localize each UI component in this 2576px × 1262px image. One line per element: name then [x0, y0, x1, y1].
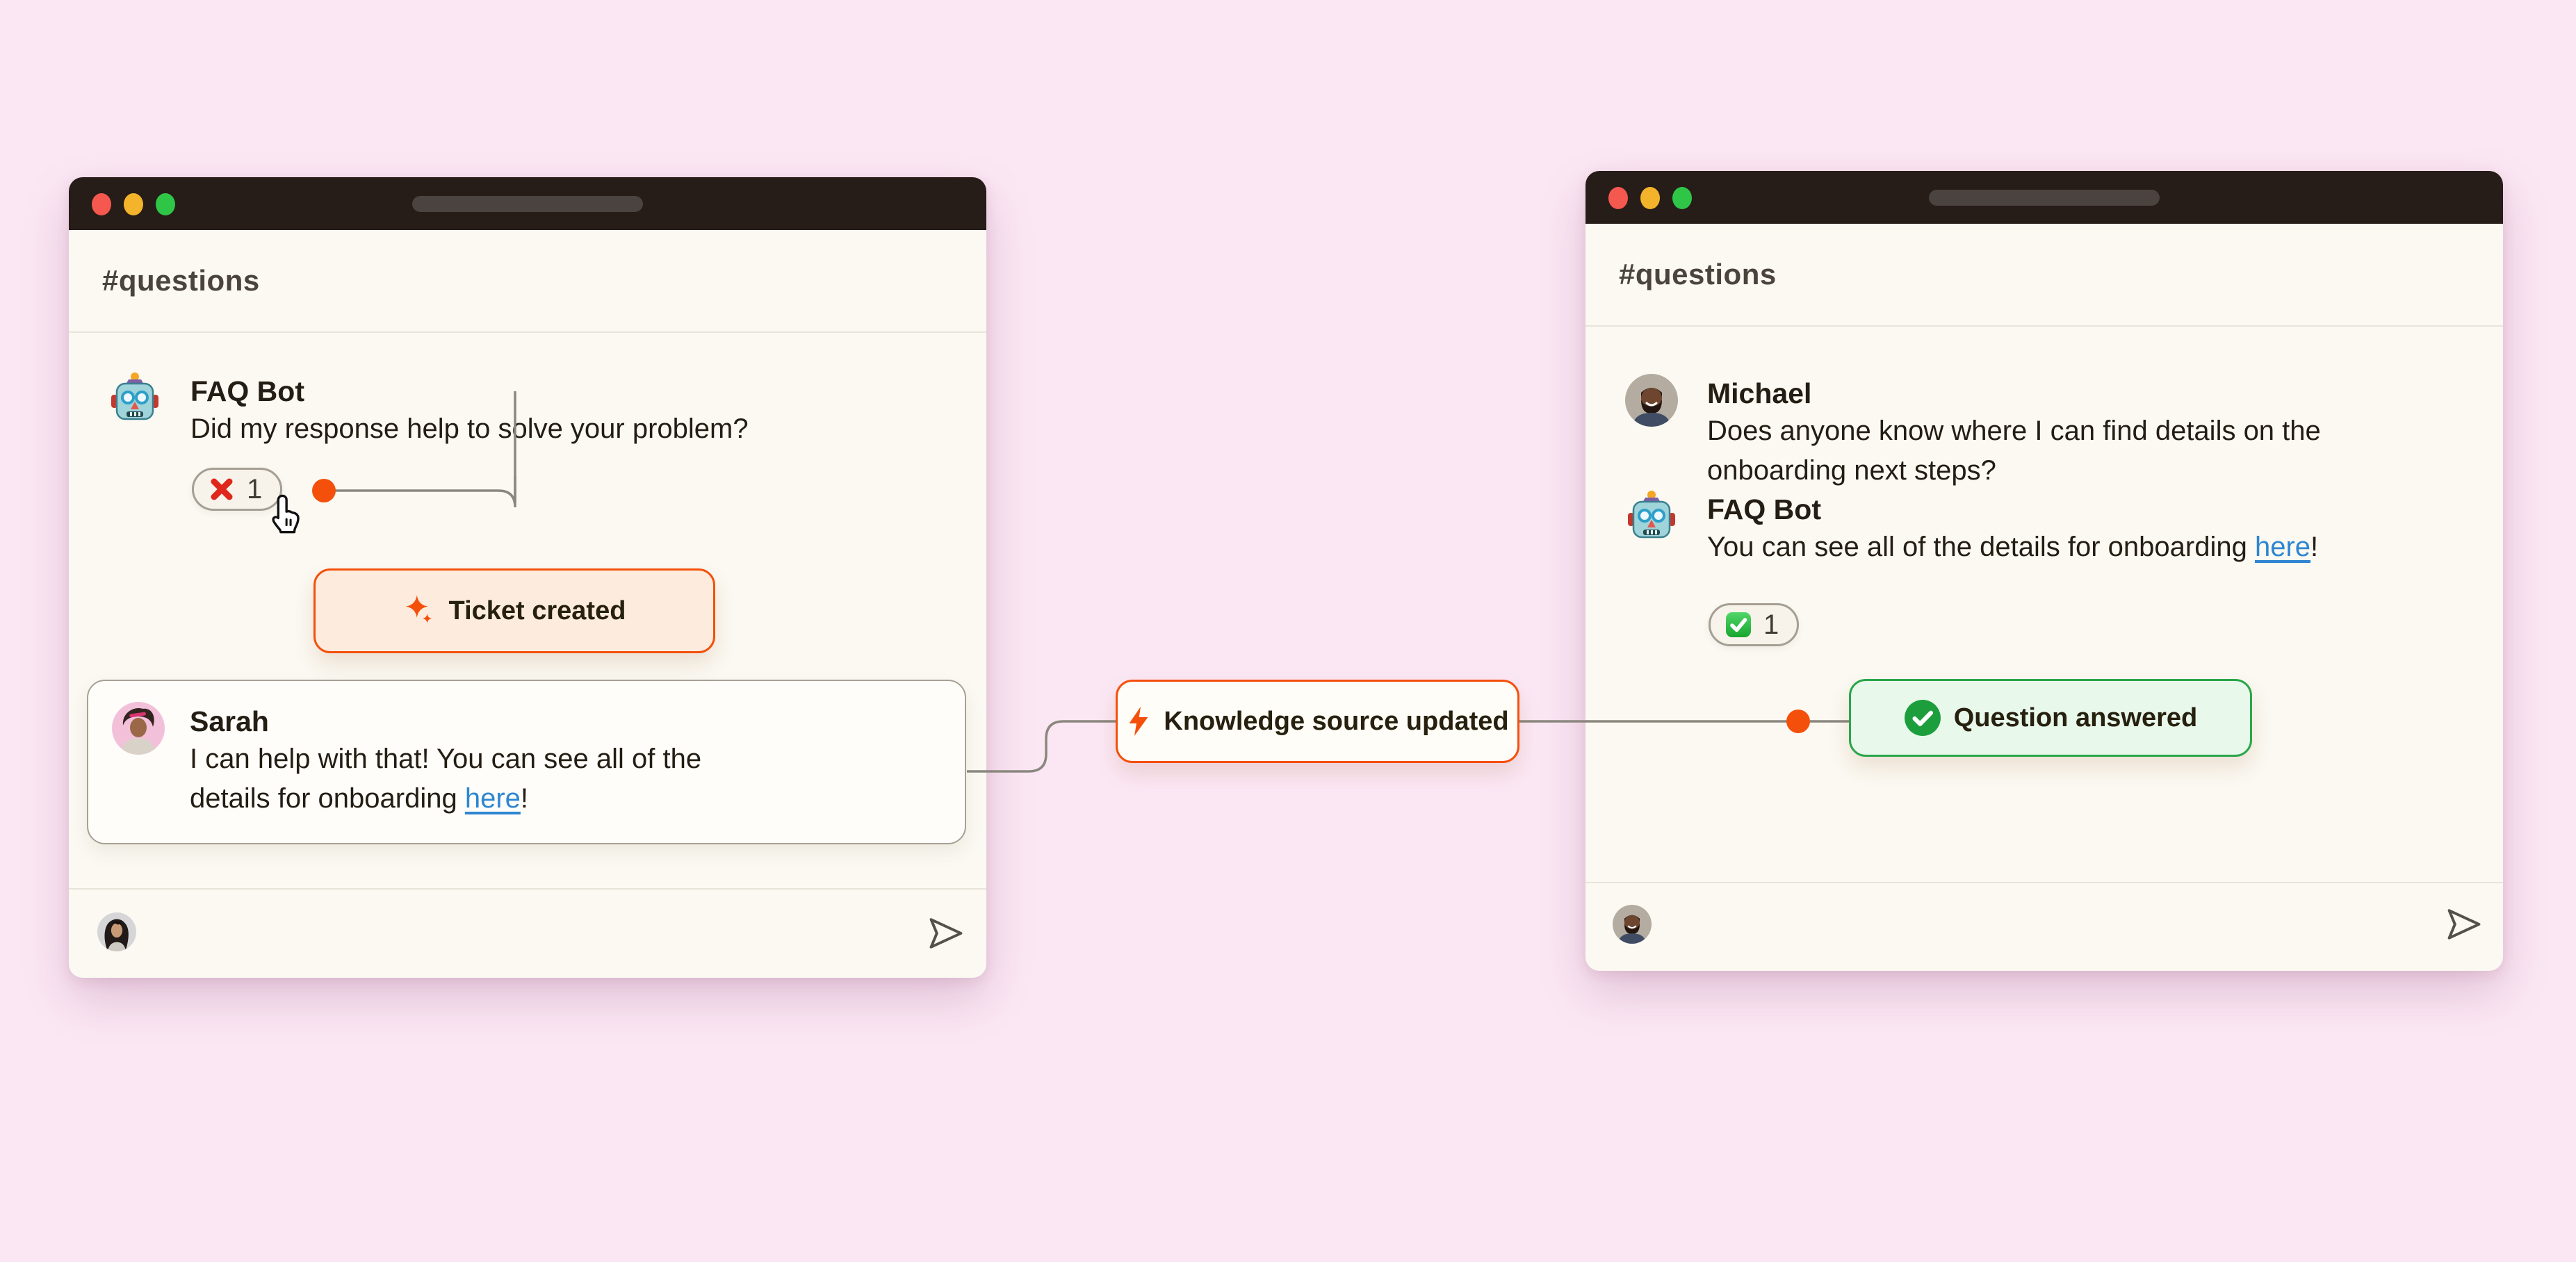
check-mark-emoji-icon: [1725, 611, 1752, 639]
channel-name: #questions: [102, 264, 260, 297]
message-text: You can see all of the details for onboa…: [1707, 527, 2318, 567]
message-text: I can help with that! You can see all of…: [190, 739, 701, 819]
badge-label: Ticket created: [448, 596, 626, 625]
close-window-button[interactable]: [92, 193, 111, 215]
message-line2-prefix: details for onboarding: [190, 783, 465, 814]
sarah-avatar: [112, 702, 165, 755]
author-name: FAQ Bot: [1707, 493, 1821, 525]
author-name: Michael: [1707, 377, 1812, 409]
reaction-count: 1: [1763, 609, 1779, 640]
man-avatar: [1613, 905, 1652, 944]
badge-label: Question answered: [1953, 703, 2198, 732]
here-link[interactable]: here: [2254, 532, 2311, 562]
message-prefix: You can see all of the details for onboa…: [1707, 532, 2255, 562]
message-line2-suffix: !: [520, 783, 529, 814]
robot-emoji-icon: [1625, 490, 1678, 543]
hand-cursor-icon: [268, 493, 306, 535]
divider: [1585, 882, 2503, 883]
divider: [69, 331, 986, 333]
close-window-button[interactable]: [1608, 187, 1628, 209]
maximize-window-button[interactable]: [156, 193, 175, 215]
minimize-window-button[interactable]: [1640, 187, 1660, 209]
address-bar-placeholder: [1929, 190, 2160, 206]
cross-mark-emoji-icon: [208, 475, 236, 503]
author-name: FAQ Bot: [190, 375, 304, 407]
message-michael: Michael Does anyone know where I can fin…: [1625, 374, 2487, 491]
reaction-pill-check[interactable]: 1: [1709, 603, 1800, 646]
chat-window-right: #questions Michael Does anyone know wher…: [1585, 171, 2503, 971]
ticket-created-badge: Ticket created: [313, 568, 715, 653]
titlebar: [69, 177, 986, 230]
woman-avatar: [97, 912, 136, 951]
message-text: Did my response help to solve your probl…: [190, 413, 749, 444]
reaction-pill-cross[interactable]: 1: [192, 468, 283, 511]
send-button[interactable]: [927, 915, 965, 951]
reaction-count: 1: [247, 473, 263, 505]
chat-window-left: #questions: [69, 177, 986, 978]
message-line1: Does anyone know where I can find detail…: [1707, 416, 2321, 446]
here-link[interactable]: here: [464, 783, 521, 814]
sparkles-icon: [403, 594, 437, 628]
composer-avatar: [97, 912, 136, 951]
divider: [1585, 325, 2503, 327]
message-faq-bot: FAQ Bot Did my response help to solve yo…: [108, 372, 970, 449]
composer-avatar: [1613, 905, 1652, 944]
message-faq-bot: FAQ Bot You can see all of the details f…: [1625, 490, 2487, 567]
channel-name: #questions: [1619, 258, 1777, 290]
divider: [69, 888, 986, 890]
titlebar: [1585, 171, 2503, 224]
badge-label: Knowledge source updated: [1164, 706, 1509, 736]
knowledge-source-updated-badge: Knowledge source updated: [1116, 680, 1519, 763]
message-line1: I can help with that! You can see all of…: [190, 744, 702, 774]
address-bar-placeholder: [412, 196, 643, 212]
robot-emoji-icon: [108, 372, 161, 425]
message-suffix: !: [2310, 532, 2319, 562]
check-circle-icon: [1904, 699, 1941, 737]
question-answered-badge: Question answered: [1849, 679, 2252, 757]
maximize-window-button[interactable]: [1672, 187, 1692, 209]
reply-card: Sarah I can help with that! You can see …: [87, 680, 966, 844]
message-line2: onboarding next steps?: [1707, 455, 1996, 486]
lightning-bolt-icon: [1126, 705, 1151, 737]
send-button[interactable]: [2445, 906, 2484, 942]
message-text: Does anyone know where I can find detail…: [1707, 411, 2321, 491]
author-name: Sarah: [190, 705, 269, 737]
minimize-window-button[interactable]: [124, 193, 143, 215]
man-avatar: [1625, 374, 1678, 427]
